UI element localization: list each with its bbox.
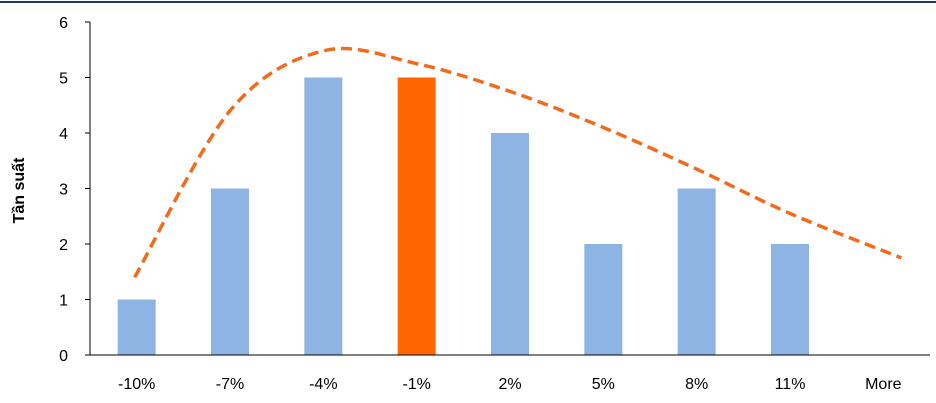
y-tick-labels-group: 0 1 2 3 4 5 6 (59, 15, 68, 365)
y-tick-label: 4 (59, 126, 68, 143)
x-tick-labels-group: -10% -7% -4% -1% 2% 5% 8% 11% More (118, 376, 902, 393)
bar--1% (397, 77, 436, 355)
x-tick-label: 8% (685, 376, 708, 393)
x-tick-label: 5% (592, 376, 615, 393)
y-axis-title: Tần suất (11, 157, 28, 223)
distribution-curve (133, 46, 902, 279)
bar--4% (304, 77, 343, 355)
bar-5% (584, 244, 623, 355)
x-tick-label: -4% (309, 376, 337, 393)
x-tick-label: -10% (118, 376, 155, 393)
y-tick-label: 2 (59, 237, 68, 254)
x-tick-label: -7% (216, 376, 244, 393)
x-tick-label: -1% (402, 376, 430, 393)
y-tick-label: 5 (59, 71, 68, 88)
bar-8% (677, 188, 716, 355)
bar--7% (211, 188, 249, 355)
bars-group (117, 77, 809, 355)
y-tick-label: 0 (59, 348, 68, 365)
x-tick-label: 11% (775, 376, 806, 393)
bar-2% (491, 133, 529, 355)
y-tick-label: 3 (59, 182, 68, 199)
y-ticks-group (85, 21, 90, 356)
x-tick-label: 2% (498, 376, 521, 393)
bar-11% (771, 244, 809, 355)
x-tick-label: More (865, 376, 902, 393)
bar--10% (117, 299, 156, 355)
y-tick-label: 6 (59, 15, 68, 32)
y-tick-label: 1 (59, 293, 68, 310)
